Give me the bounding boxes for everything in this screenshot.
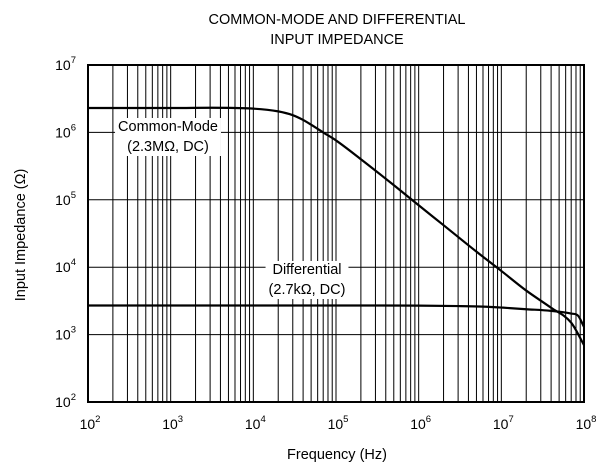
series-line-differential [87,304,585,328]
y-tick-label: 107 [55,55,76,73]
annotation-differential-line: (2.7kΩ, DC) [269,282,346,298]
y-tick-label: 104 [55,257,76,275]
series-layer [87,106,585,346]
x-tick-label: 108 [576,414,597,432]
annotation-differential: Differential (2.7kΩ, DC) [265,261,349,299]
x-tick-label: 103 [162,414,183,432]
x-axis-label: Frequency (Hz) [287,447,387,463]
y-tick-labels: 102 103 104 105 106 107 [55,55,76,410]
annotation-background [265,261,349,299]
annotation-common-mode: Common-Mode (2.3MΩ, DC) [115,118,221,156]
series-line-common-mode [87,106,585,346]
annotation-layer: Common-Mode (2.3MΩ, DC) Differential (2.7kΩ… [115,118,349,299]
y-tick-label: 102 [55,392,76,410]
chart-title-line-2: INPUT IMPEDANCE [270,32,404,48]
chart-title-line-1: COMMON-MODE AND DIFFERENTIAL [209,12,466,28]
x-tick-label: 106 [410,414,431,432]
chart-title: COMMON-MODE AND DIFFERENTIAL INPUT IMPED… [209,12,466,48]
annotation-background [115,118,221,156]
annotation-differential-line: Differential [272,262,341,278]
y-tick-label: 106 [55,122,76,140]
y-tick-label: 103 [55,325,76,343]
annotation-common-mode-line: (2.3MΩ, DC) [127,139,209,155]
x-tick-label: 107 [493,414,514,432]
y-tick-label: 105 [55,190,76,208]
grid-lines [88,65,584,402]
x-tick-label: 105 [328,414,349,432]
y-axis-label: Input Impedance (Ω) [13,169,29,302]
x-tick-label: 102 [80,414,101,432]
x-tick-labels: 102 103 104 105 106 107 108 [80,414,597,432]
annotation-common-mode-line: Common-Mode [118,119,218,135]
plot-frame [87,64,585,403]
x-tick-label: 104 [245,414,266,432]
